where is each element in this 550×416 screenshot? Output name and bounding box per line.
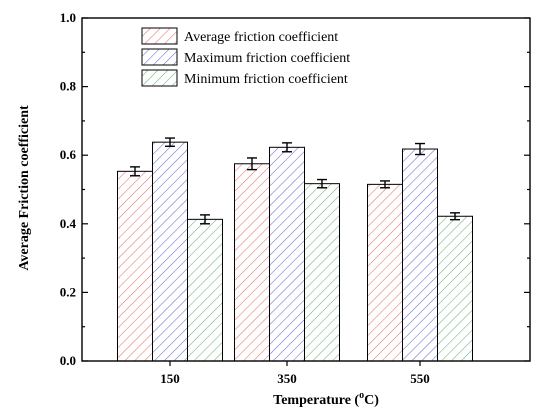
- bar-minimum-350: [304, 183, 340, 362]
- error-bar-average-150: [130, 166, 140, 177]
- y-axis-title: Average Friction coefficient: [17, 105, 32, 271]
- bar-maximum-350: [269, 146, 305, 362]
- x-tick-label-150: 150: [160, 371, 180, 386]
- y-tick-label: 0.2: [60, 284, 76, 299]
- legend-swatch: [141, 27, 178, 45]
- bar-average-350: [234, 163, 270, 362]
- legend-item-average: Average friction coefficient: [141, 27, 338, 45]
- legend-label: Minimum friction coefficient: [184, 72, 348, 87]
- error-bar-maximum-350: [282, 142, 292, 153]
- error-bar-maximum-550: [415, 142, 425, 156]
- bar-minimum-550: [437, 215, 473, 362]
- error-bar-average-350: [247, 157, 257, 171]
- legend-label: Average friction coefficient: [184, 30, 338, 45]
- y-tick-label: 0.8: [60, 79, 77, 94]
- error-bar-average-550: [380, 180, 390, 189]
- legend-item-maximum: Maximum friction coefficient: [141, 48, 350, 66]
- error-bar-minimum-550: [450, 212, 460, 221]
- bar-average-550: [367, 183, 403, 362]
- bar-maximum-550: [402, 148, 438, 362]
- y-tick-label: 1.0: [60, 10, 76, 25]
- error-bar-minimum-150: [200, 214, 210, 225]
- legend-swatch: [141, 69, 178, 87]
- x-tick-label-350: 350: [277, 371, 297, 386]
- legend-item-minimum: Minimum friction coefficient: [141, 69, 348, 87]
- bar-minimum-150: [187, 218, 223, 362]
- legend-label: Maximum friction coefficient: [184, 51, 350, 66]
- legend: Average friction coefficient Maximum fric…: [141, 27, 350, 87]
- error-bar-maximum-150: [165, 137, 175, 147]
- y-tick-label: 0.6: [60, 147, 77, 162]
- x-tick-label-550: 550: [410, 371, 430, 386]
- bars-layer: [117, 141, 473, 362]
- y-tick-label: 0.4: [60, 216, 77, 231]
- bar-maximum-150: [152, 141, 188, 362]
- bar-average-150: [117, 170, 153, 362]
- axes-layer: 0.0 0.2 0.4 0.6 0.8 1.0 150 350 550: [60, 10, 531, 386]
- x-axis-title: Temperature (oC): [273, 390, 379, 408]
- error-bars-layer: [130, 137, 460, 225]
- legend-swatch: [141, 48, 178, 66]
- y-tick-label: 0.0: [60, 353, 76, 368]
- error-bar-minimum-350: [317, 178, 327, 189]
